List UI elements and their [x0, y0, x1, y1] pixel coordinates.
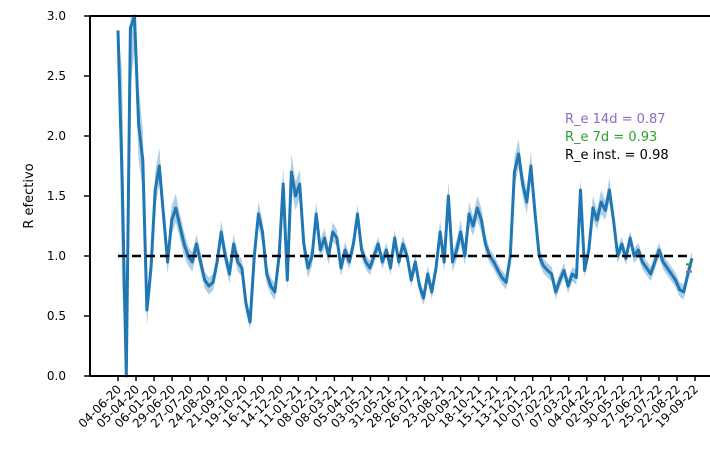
confidence-band [118, 16, 692, 376]
y-tick-label: 0.0 [47, 369, 66, 383]
annotation-1: R_e 7d = 0.93 [565, 130, 657, 145]
plot-area [116, 14, 694, 378]
y-tick-label: 2.5 [47, 69, 66, 83]
axes: 0.00.51.01.52.02.53.004-06-2005-04-2006-… [47, 9, 710, 431]
y-tick-label: 1.0 [47, 249, 66, 263]
annotation-0: R_e 14d = 0.87 [565, 112, 666, 127]
y-tick-label: 2.0 [47, 129, 66, 143]
annotations: R_e 14d = 0.87 R_e 7d = 0.93 R_e inst. = 0… [565, 112, 669, 163]
y-tick-label: 0.5 [47, 309, 66, 323]
y-tick-label: 1.5 [47, 189, 66, 203]
y-axis-label: R efectivo [22, 163, 37, 228]
r-series-line [116, 14, 694, 378]
annotation-2: R_e inst. = 0.98 [565, 148, 669, 163]
y-tick-label: 3.0 [47, 9, 66, 23]
